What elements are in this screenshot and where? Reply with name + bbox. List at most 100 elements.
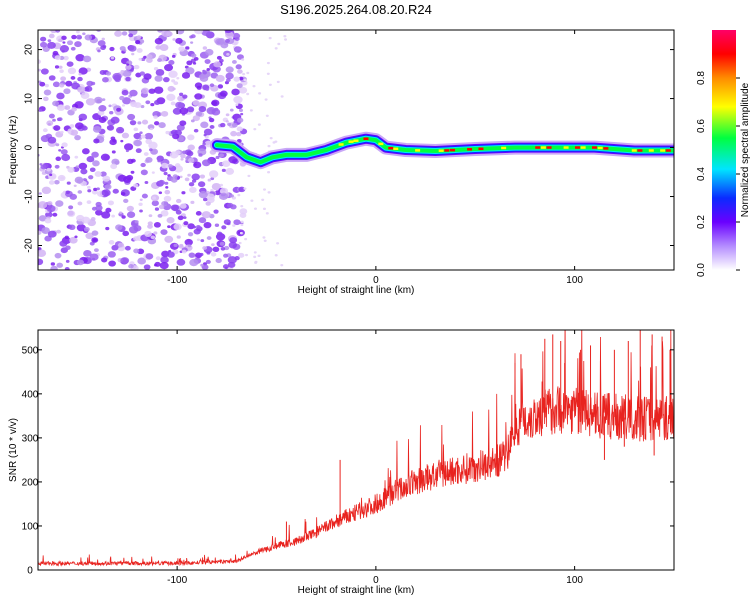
chart-title: S196.2025.264.08.20.R24 (280, 2, 432, 17)
noise-speckle (129, 89, 138, 97)
noise-speckle (221, 168, 226, 172)
noise-speckle (74, 41, 82, 48)
noise-speckle (211, 100, 218, 106)
noise-speckle (190, 119, 195, 123)
noise-speckle (155, 256, 161, 261)
noise-speckle (47, 136, 57, 144)
noise-speckle (265, 212, 269, 215)
noise-speckle (70, 129, 79, 136)
spectrogram-x-label: Height of straight line (km) (298, 285, 415, 296)
noise-speckle (163, 171, 168, 176)
noise-speckle (201, 211, 211, 219)
noise-speckle (179, 92, 184, 97)
noise-speckle (225, 66, 234, 73)
noise-speckle (97, 49, 101, 53)
noise-speckle (40, 164, 47, 170)
noise-speckle (266, 61, 270, 65)
noise-speckle (66, 40, 74, 46)
noise-speckle (198, 217, 207, 224)
noise-speckle (77, 201, 83, 206)
noise-speckle (119, 46, 126, 51)
noise-speckle (82, 32, 86, 36)
noise-speckle (257, 123, 261, 126)
y-tick-label: 300 (22, 433, 39, 444)
noise-speckle (205, 259, 211, 264)
noise-speckle (206, 236, 212, 240)
noise-speckle (101, 211, 111, 219)
noise-speckle (136, 35, 142, 40)
noise-speckle (184, 149, 192, 156)
noise-speckle (205, 48, 214, 56)
noise-speckle (268, 83, 272, 86)
noise-speckle (40, 68, 49, 75)
noise-speckle (155, 69, 165, 76)
noise-speckle (175, 30, 185, 35)
noise-speckle (204, 59, 211, 64)
noise-speckle (193, 56, 199, 61)
noise-speckle (135, 40, 141, 45)
noise-speckle (253, 127, 257, 131)
noise-speckle (223, 253, 229, 258)
noise-speckle (224, 38, 231, 43)
noise-speckle (199, 252, 204, 257)
noise-speckle (55, 156, 62, 162)
spectrogram-frame (37, 29, 675, 271)
y-tick-label: 400 (22, 389, 39, 400)
noise-speckle (267, 191, 271, 194)
noise-speckle (86, 80, 94, 87)
noise-speckle (227, 122, 232, 127)
noise-speckle (76, 259, 85, 266)
noise-speckle (121, 89, 129, 96)
noise-speckle (54, 65, 60, 69)
noise-speckle (143, 152, 149, 156)
noise-speckle (168, 70, 178, 78)
noise-speckle (58, 38, 63, 43)
noise-speckle (233, 46, 242, 53)
y-tick-label: -10 (24, 189, 35, 204)
noise-speckle (95, 204, 103, 211)
noise-speckle (94, 96, 103, 104)
noise-speckle (149, 127, 154, 131)
noise-speckle (69, 193, 78, 200)
noise-speckle (60, 130, 64, 134)
noise-speckle (171, 54, 176, 58)
noise-speckle (266, 72, 270, 75)
noise-speckle (180, 153, 186, 159)
noise-speckle (71, 107, 77, 112)
noise-speckle (52, 100, 60, 107)
noise-speckle (93, 187, 98, 192)
noise-speckle (112, 72, 122, 81)
noise-speckle (247, 174, 251, 178)
noise-speckle (147, 221, 153, 226)
colorbar-ticks: 0.0 0.2 0.4 0.6 0.8 (696, 71, 740, 277)
noise-speckle (66, 61, 74, 67)
noise-speckle (239, 231, 243, 235)
noise-speckle (40, 36, 47, 42)
noise-speckle (48, 75, 56, 81)
noise-speckle (225, 72, 234, 80)
noise-speckle (109, 139, 117, 146)
noise-speckle (145, 138, 152, 145)
noise-speckle (183, 221, 189, 226)
noise-speckle (65, 245, 71, 250)
y-tick-label: -20 (24, 238, 35, 253)
noise-speckle (136, 48, 143, 53)
noise-speckle (150, 235, 156, 240)
noise-speckle (166, 217, 175, 224)
noise-speckle (193, 128, 199, 133)
noise-speckle (157, 159, 162, 163)
noise-speckle (176, 124, 185, 131)
noise-speckle (238, 241, 242, 245)
noise-speckle (161, 162, 169, 169)
noise-speckle (55, 143, 60, 147)
y-tick-label: 20 (24, 44, 35, 56)
noise-speckle (126, 211, 136, 218)
noise-speckle (246, 92, 250, 96)
noise-speckle (122, 97, 132, 105)
noise-speckle (82, 55, 92, 63)
noise-speckle (210, 252, 217, 257)
y-tick-label: 10 (24, 93, 35, 105)
noise-speckle (138, 137, 142, 140)
noise-speckle (267, 144, 271, 148)
